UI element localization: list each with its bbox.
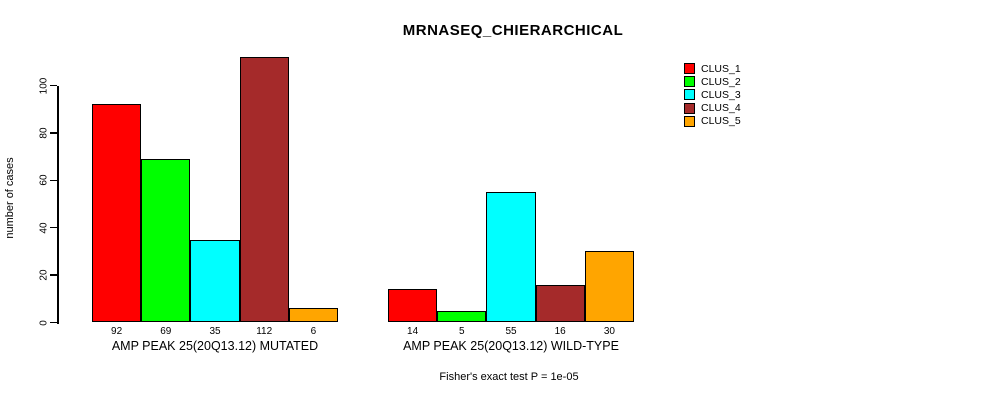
legend-item-clus_5: CLUS_5	[684, 115, 741, 128]
bar-value-label: 6	[310, 326, 317, 337]
bar-clus_1-group2	[388, 289, 438, 323]
y-axis-label: number of cases	[4, 157, 16, 239]
group-label-2: AMP PEAK 25(20Q13.12) WILD-TYPE	[403, 339, 619, 353]
y-axis-tick	[50, 321, 57, 324]
bar-value-label: 92	[111, 326, 123, 337]
bar-clus_4-group2	[535, 284, 585, 323]
legend-swatch-icon	[684, 76, 695, 88]
legend: CLUS_1 CLUS_2 CLUS_3 CLUS_4 CLUS_5	[684, 62, 741, 128]
y-axis-tick	[50, 274, 57, 276]
bar-clus_4-group1	[239, 57, 289, 323]
bar-value-label: 69	[160, 326, 172, 337]
y-axis-tick	[50, 226, 57, 229]
y-axis-tick	[50, 132, 57, 134]
y-tick-label: 20	[38, 269, 50, 281]
legend-label: CLUS_5	[701, 115, 741, 128]
bar-clus_1-group1	[92, 104, 142, 323]
fisher-test-caption: Fisher's exact test P = 1e-05	[439, 371, 579, 383]
y-tick-label: 60	[38, 174, 50, 186]
legend-swatch-icon	[684, 89, 695, 101]
legend-item-clus_2: CLUS_2	[684, 75, 741, 88]
legend-item-clus_3: CLUS_3	[684, 88, 741, 101]
legend-swatch-icon	[684, 115, 695, 127]
bar-clus_2-group2	[437, 310, 487, 323]
bar-value-label: 16	[554, 326, 566, 337]
bar-value-label: 5	[459, 326, 465, 337]
y-tick-label: 80	[38, 127, 50, 139]
legend-label: CLUS_2	[701, 75, 741, 88]
legend-item-clus_4: CLUS_4	[684, 102, 741, 115]
legend-label: CLUS_4	[701, 102, 741, 115]
legend-label: CLUS_3	[701, 88, 741, 101]
bar-value-label: 55	[505, 326, 517, 337]
chart-title: MRNASEQ_CHIERARCHICAL	[402, 22, 624, 39]
y-tick-label: 40	[38, 222, 50, 234]
bar-clus_3-group1	[190, 239, 240, 323]
bar-value-label: 14	[407, 326, 419, 337]
legend-swatch-icon	[684, 63, 695, 75]
legend-swatch-icon	[684, 102, 695, 114]
y-tick-label: 0	[38, 319, 50, 326]
bar-clus_2-group1	[141, 158, 191, 323]
bar-value-label: 112	[256, 326, 273, 337]
y-axis-tick	[50, 179, 57, 182]
y-axis-line	[57, 85, 59, 324]
bar-value-label: 35	[209, 326, 221, 337]
bar-clus_3-group2	[486, 192, 536, 323]
bar-clus_5-group1	[288, 308, 338, 323]
group-label-1: AMP PEAK 25(20Q13.12) MUTATED	[111, 339, 319, 353]
legend-item-clus_1: CLUS_1	[684, 62, 741, 75]
y-tick-label: 100	[38, 77, 50, 94]
legend-label: CLUS_1	[701, 62, 741, 75]
bar-clus_5-group2	[584, 251, 634, 323]
bar-value-label: 30	[603, 326, 615, 337]
y-axis-tick	[50, 84, 57, 87]
